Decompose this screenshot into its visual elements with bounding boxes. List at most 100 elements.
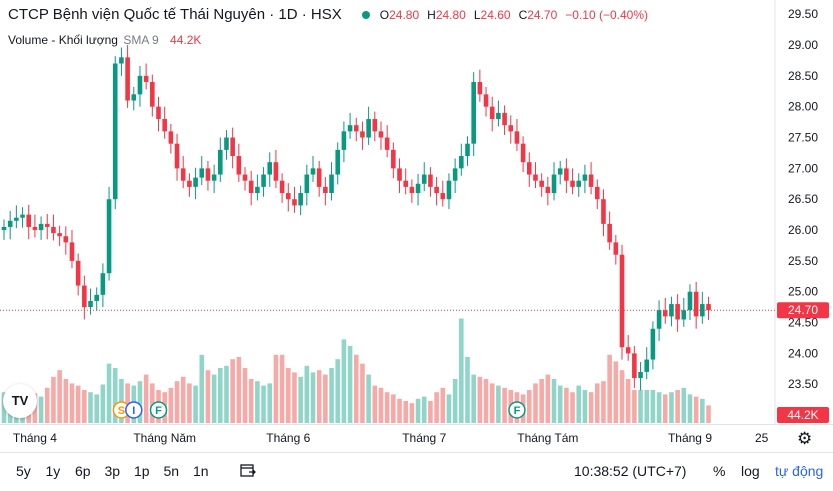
- candle-body: [335, 149, 341, 175]
- range-button-1y[interactable]: 1y: [45, 463, 61, 479]
- y-tick-label: 29.00: [788, 38, 818, 52]
- range-button-5y[interactable]: 5y: [16, 463, 31, 479]
- volume-bar: [112, 368, 118, 423]
- volume-bar: [248, 379, 254, 423]
- candle-body: [613, 242, 619, 255]
- ohlc-item: C24.70: [519, 8, 558, 22]
- volume-bar: [94, 394, 99, 423]
- candle-body: [44, 223, 50, 227]
- event-marker-label: I: [132, 405, 135, 417]
- event-marker: [125, 401, 143, 419]
- volume-bar: [193, 385, 198, 423]
- range-button-1p[interactable]: 1p: [134, 463, 150, 479]
- candle-body: [514, 131, 520, 144]
- candle-body: [347, 125, 353, 132]
- volume-bar: [137, 381, 143, 423]
- ohlc-values: O24.80 H24.80 L24.60 C24.70 −0.10 (−0.40%): [380, 8, 648, 22]
- volume-bar: [310, 372, 316, 423]
- volume-bar: [465, 357, 470, 423]
- ohlc-value: −0.10 (−0.40%): [565, 7, 648, 22]
- goto-date-icon[interactable]: [240, 463, 256, 477]
- volume-bar: [607, 354, 612, 423]
- candle-body: [20, 214, 25, 218]
- volume-bar: [452, 379, 458, 423]
- candle-body: [619, 254, 625, 348]
- log-scale-toggle[interactable]: log: [741, 463, 760, 479]
- symbol-title[interactable]: CTCP Bệnh viện Quốc tế Thái Nguyên · 1D …: [8, 6, 342, 23]
- volume-bar: [82, 390, 87, 423]
- candle-body: [378, 131, 384, 138]
- candle-body: [255, 186, 260, 194]
- volume-bar: [403, 401, 408, 423]
- candle-body: [7, 220, 13, 227]
- candle-body: [527, 162, 532, 175]
- volume-bar: [582, 390, 588, 423]
- candle-body: [502, 112, 507, 126]
- candle-body: [199, 168, 205, 178]
- volume-bar: [656, 392, 662, 423]
- volume-bar: [706, 405, 711, 423]
- volume-bar: [187, 383, 192, 423]
- candle-body: [409, 186, 415, 194]
- auto-scale-toggle[interactable]: tự động: [775, 463, 824, 479]
- candle-body: [292, 199, 297, 206]
- candle-body: [687, 291, 693, 311]
- candle-body: [230, 137, 235, 157]
- x-tick-label: Tháng 6: [266, 431, 310, 445]
- candle-body: [125, 57, 130, 101]
- candle-body: [471, 82, 476, 144]
- volume-bar: [594, 383, 600, 423]
- volume-bar: [44, 387, 50, 423]
- y-tick-label: 26.50: [788, 192, 818, 206]
- candle-body: [570, 180, 575, 187]
- volume-bar: [675, 390, 680, 423]
- candle-body: [391, 149, 396, 169]
- time-axis-day-label: 25: [755, 431, 769, 445]
- price-chart[interactable]: 23.50 24.00 24.50 25.00 25.50 26.00 26.50 27.00…: [0, 0, 833, 452]
- candle-body: [415, 183, 421, 194]
- volume-bar: [570, 392, 575, 423]
- volume-bar: [224, 365, 229, 423]
- candle-body: [650, 328, 656, 360]
- volume-bar: [335, 359, 341, 423]
- gear-icon[interactable]: ⚙: [797, 429, 813, 448]
- volume-value: 44.2K: [170, 33, 202, 47]
- volume-bar: [323, 374, 328, 423]
- volume-legend[interactable]: Volume - Khối lượng SMA 9 44.2K: [8, 33, 201, 47]
- y-tick-label: 24.00: [788, 346, 818, 360]
- volume-bar: [168, 387, 174, 423]
- candle-body: [551, 174, 557, 194]
- volume-bar: [304, 365, 310, 423]
- volume-bar: [366, 374, 371, 423]
- candle-body: [63, 236, 69, 243]
- candle-body: [582, 174, 588, 181]
- candle-body: [14, 217, 19, 221]
- ohlc-key: L: [473, 7, 481, 22]
- percent-scale-toggle[interactable]: %: [713, 463, 726, 479]
- volume-bar: [143, 374, 149, 423]
- ohlc-value: 24.60: [480, 7, 511, 22]
- candle-body: [452, 168, 458, 181]
- range-button-6p[interactable]: 6p: [75, 463, 91, 479]
- candle-body: [594, 186, 600, 200]
- ohlc-item: L24.60: [474, 8, 511, 22]
- candle-body: [51, 226, 56, 234]
- volume-bar: [63, 379, 69, 423]
- range-button-3p[interactable]: 3p: [104, 463, 121, 479]
- candle-body: [384, 137, 390, 150]
- candle-body: [341, 131, 347, 150]
- candle-body: [119, 57, 124, 64]
- y-tick-label: 25.00: [788, 285, 818, 299]
- range-button-1n[interactable]: 1n: [193, 463, 209, 479]
- candle-body: [329, 174, 334, 194]
- candle-body: [38, 223, 44, 231]
- candle-body: [372, 119, 378, 132]
- candle-body: [601, 199, 606, 224]
- tradingview-logo[interactable]: TV: [3, 384, 37, 418]
- volume-bar: [434, 392, 439, 423]
- volume-bar: [588, 392, 594, 423]
- clock-timezone[interactable]: 10:38:52 (UTC+7): [574, 463, 687, 479]
- range-button-5n[interactable]: 5n: [163, 463, 180, 479]
- candle-body: [323, 186, 328, 194]
- volume-bar: [353, 354, 359, 423]
